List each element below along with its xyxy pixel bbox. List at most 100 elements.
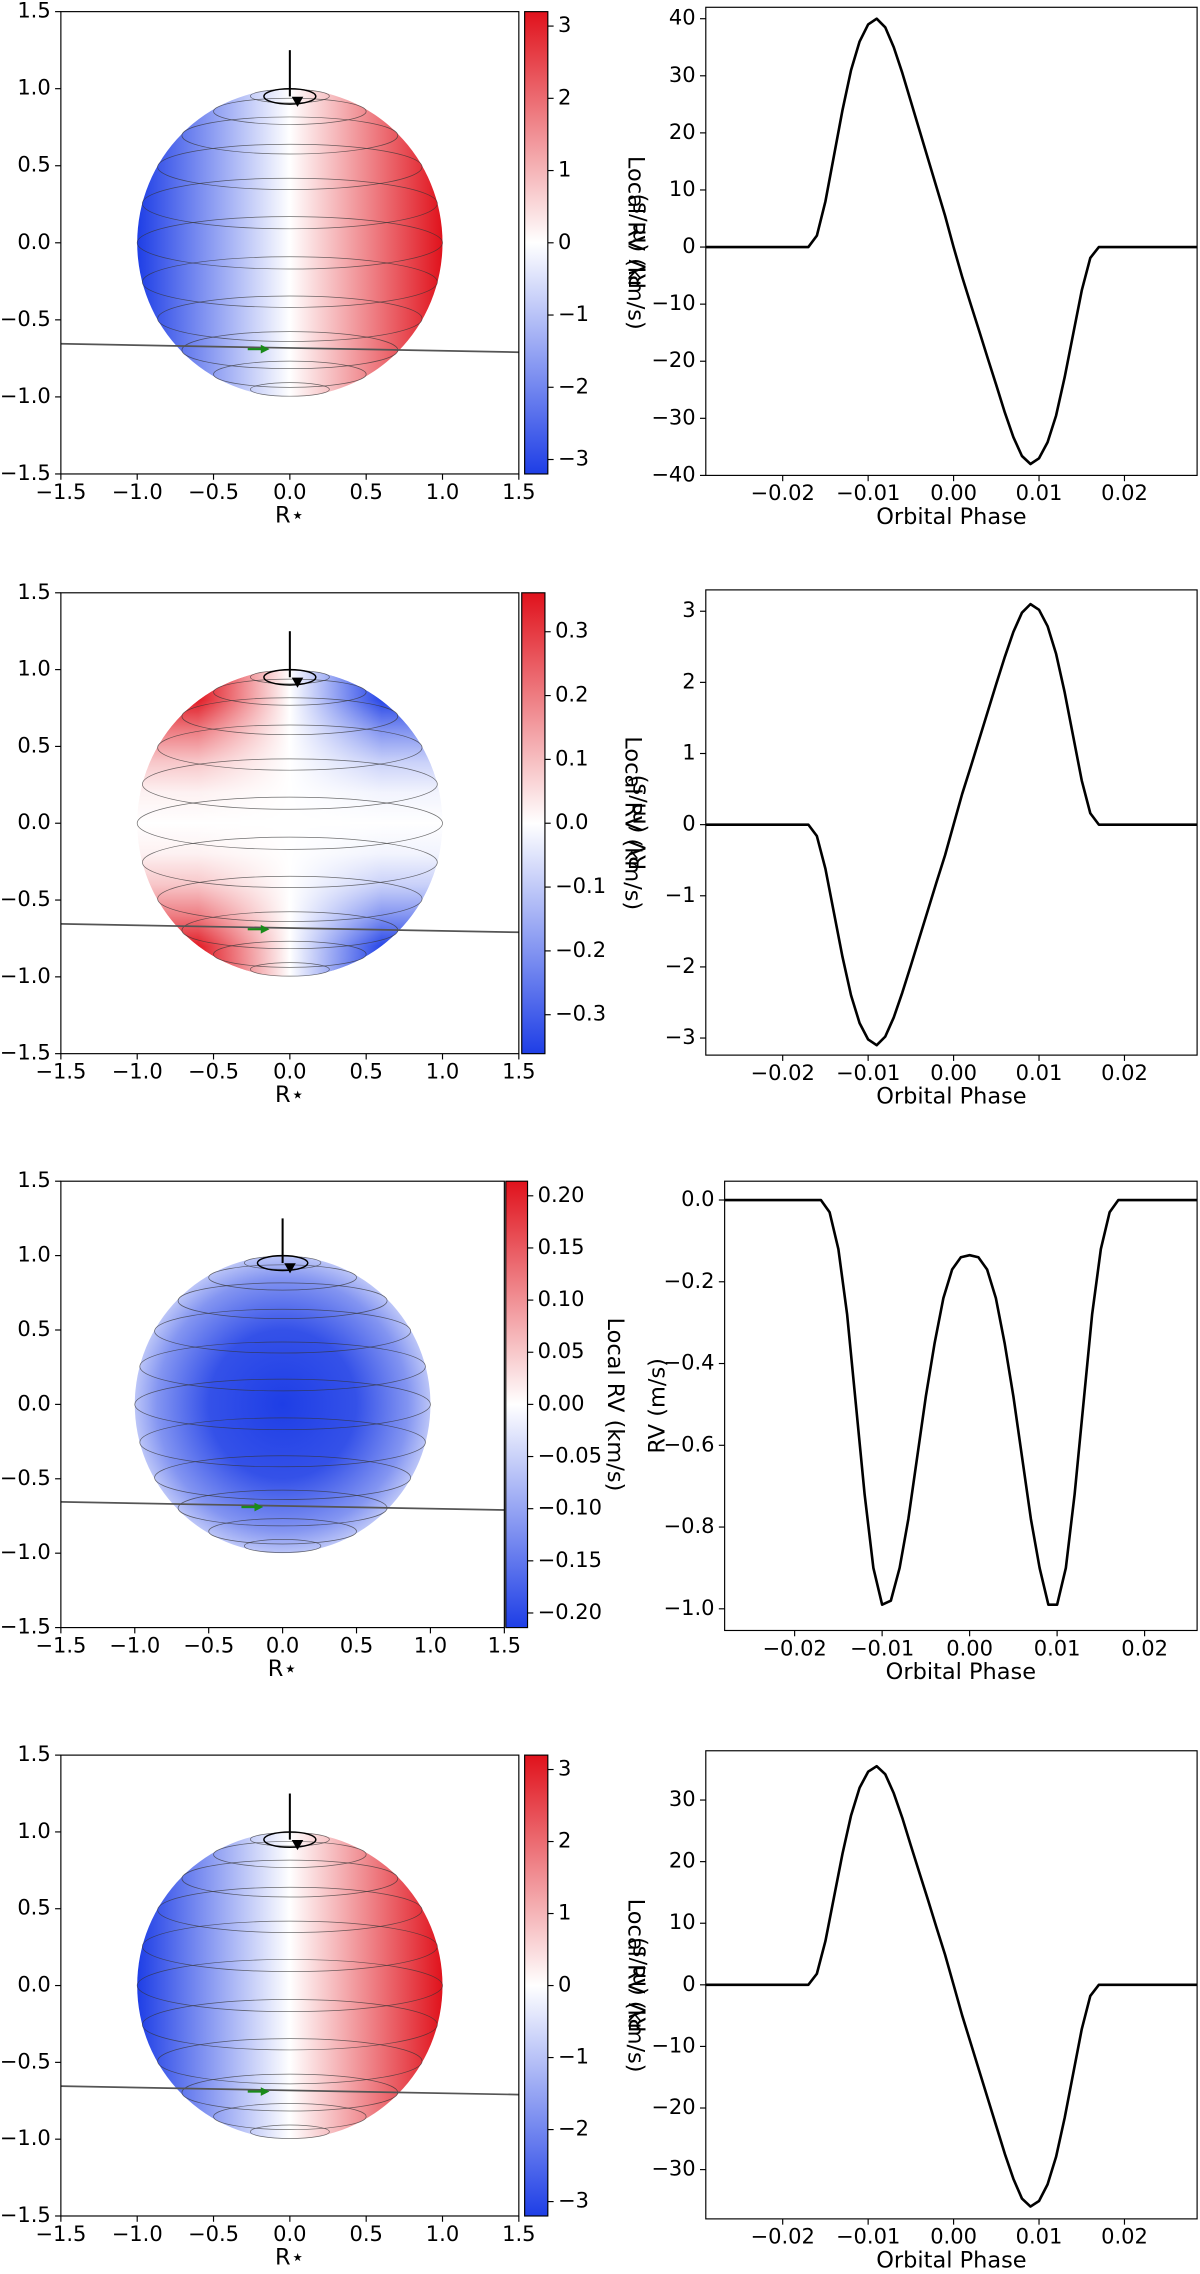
y-tick-label: −20 — [651, 2094, 695, 2119]
x-tick-label: 0.00 — [930, 2224, 977, 2249]
latitude-line — [213, 678, 367, 706]
x-tick-label: 0.01 — [1016, 2224, 1063, 2249]
y-tick-label: 0.5 — [17, 732, 50, 757]
axes-frame — [705, 589, 1198, 1056]
transit-chord — [60, 922, 519, 934]
colorbar-tick-label: 0.0 — [555, 809, 588, 834]
x-tick-label: 0.5 — [340, 1632, 373, 1657]
transit-chord — [60, 2085, 519, 2096]
y-axis-label: RV (m/s) — [626, 1937, 652, 2033]
rotation-arrowhead — [291, 96, 304, 107]
x-tick-label: 0.5 — [349, 2221, 382, 2246]
rv-curve — [724, 1198, 1198, 1607]
x-axis-label: Orbital Phase — [876, 2247, 1026, 2273]
y-tick-label: −10 — [651, 290, 695, 315]
latitude-line — [154, 1308, 411, 1354]
x-tick-label: −0.5 — [188, 479, 239, 504]
x-tick-label: 0.0 — [266, 1632, 299, 1657]
latitude-line — [142, 256, 438, 308]
y-tick-label: 0.0 — [681, 1186, 714, 1211]
colorbar-tick-label: 0.15 — [538, 1234, 585, 1259]
y-tick-label: 10 — [669, 176, 696, 201]
y-tick-label: 30 — [669, 1786, 696, 1811]
rv-curve — [705, 17, 1198, 466]
latitude-line — [142, 177, 438, 230]
y-tick-label: 1.0 — [17, 656, 50, 681]
rotation-loop — [263, 668, 317, 686]
y-tick-label: 1.0 — [17, 1242, 50, 1267]
colorbar-label: Local RV (km/s) — [619, 736, 645, 910]
latitude-line — [177, 1282, 388, 1320]
y-tick-label: −3 — [665, 1024, 696, 1049]
y-tick-label: 0 — [682, 233, 695, 258]
x-tick-label: −1.0 — [112, 479, 163, 504]
latitude-line — [213, 97, 367, 125]
y-tick-label: −0.5 — [0, 1465, 51, 1490]
colorbar-tick-label: 0 — [558, 229, 571, 254]
latitude-line — [136, 1959, 443, 2013]
x-tick-label: 0.02 — [1121, 1635, 1168, 1660]
latitude-line — [243, 1539, 322, 1553]
latitude-line — [157, 875, 423, 922]
y-tick-label: −1.0 — [0, 383, 51, 408]
y-tick-label: 1.0 — [17, 75, 50, 100]
latitude-line — [157, 143, 423, 190]
colorbar-tick-label: 2 — [558, 1828, 571, 1853]
stellar-disk — [134, 1255, 431, 1554]
x-tick-label: −0.5 — [188, 1059, 239, 1084]
y-tick-label: −1.0 — [663, 1595, 714, 1620]
latitude-line — [154, 1455, 411, 1500]
x-tick-label: −1.5 — [35, 2221, 86, 2246]
x-axis-label: Orbital Phase — [876, 504, 1026, 530]
x-tick-label: −0.01 — [836, 480, 900, 505]
y-tick-label: 1.5 — [17, 579, 50, 604]
planet-arrowhead — [254, 1502, 264, 1512]
colorbar-tick-label: −0.10 — [538, 1495, 602, 1520]
y-tick-label: 0 — [682, 1971, 695, 1996]
y-tick-label: 0 — [682, 811, 695, 836]
latitude-line — [249, 382, 330, 397]
y-tick-label: 0.5 — [17, 152, 50, 177]
colorbar-tick-label: −0.05 — [538, 1443, 602, 1468]
planet-arrowhead — [260, 344, 270, 354]
y-tick-label: −0.5 — [0, 306, 51, 331]
x-axis-label: R⋆ — [268, 1656, 298, 1682]
x-tick-label: −0.01 — [850, 1635, 914, 1660]
x-tick-label: 0.01 — [1034, 1635, 1081, 1660]
x-tick-label: −0.02 — [751, 480, 815, 505]
y-tick-label: 10 — [669, 1909, 696, 1934]
stellar-disk — [137, 88, 443, 397]
rotation-loop — [256, 1254, 309, 1272]
x-tick-label: −0.01 — [836, 2224, 900, 2249]
x-tick-label: −1.5 — [35, 479, 86, 504]
x-tick-label: 0.01 — [1016, 480, 1063, 505]
latitude-line — [136, 796, 443, 850]
axes-frame — [705, 1750, 1198, 2220]
y-tick-label: −1.5 — [0, 2202, 51, 2227]
latitude-line — [136, 216, 443, 270]
y-tick-label: −1.0 — [0, 1539, 51, 1564]
latitude-line — [142, 758, 438, 810]
y-axis-label: RV (m/s) — [644, 1358, 670, 1454]
colorbar-tick-label: −0.2 — [555, 937, 606, 962]
y-tick-label: −1.0 — [0, 963, 51, 988]
rotation-loop — [263, 1831, 317, 1849]
x-tick-label: 0.5 — [349, 479, 382, 504]
x-tick-label: 0.0 — [273, 2221, 306, 2246]
latitude-line — [213, 2103, 367, 2131]
latitude-line — [181, 1859, 399, 1898]
latitude-line — [213, 1841, 367, 1868]
latitude-line — [157, 295, 423, 342]
axes-frame — [724, 1180, 1198, 1632]
x-tick-label: 1.0 — [426, 2221, 459, 2246]
colorbar-tick-label: 0.20 — [538, 1182, 585, 1207]
colorbar — [521, 592, 546, 1055]
y-tick-label: −2 — [665, 953, 696, 978]
colorbar-tick-label: 0.05 — [538, 1338, 585, 1363]
latitude-line — [249, 2124, 330, 2139]
y-tick-label: −40 — [651, 461, 695, 486]
x-tick-label: 0.02 — [1101, 480, 1148, 505]
y-tick-label: 0.0 — [17, 1972, 50, 1997]
